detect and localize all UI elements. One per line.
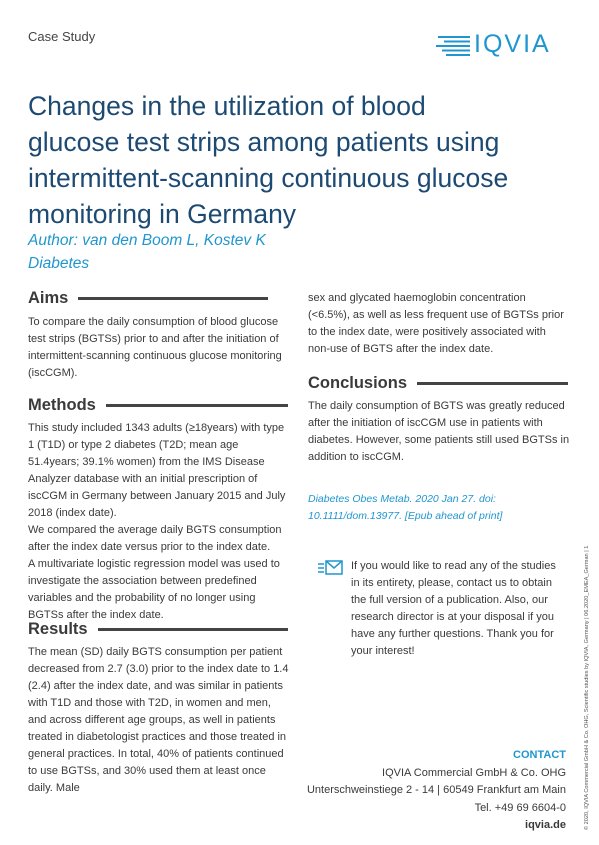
conclusions-text: The daily consumption of BGTS was greatl… xyxy=(308,400,570,463)
logo: IQVIA xyxy=(436,30,551,59)
aims-text: To compare the daily consumption of bloo… xyxy=(28,316,282,379)
title-line: Changes in the utilization of blood xyxy=(28,91,426,121)
title: Changes in the utilization of blood gluc… xyxy=(28,88,508,232)
mail-icon xyxy=(318,560,343,575)
byline: Author: van den Boom L, Kostev K Diabete… xyxy=(28,229,266,275)
heading-rule xyxy=(105,404,288,407)
section-heading: Conclusions xyxy=(308,374,568,393)
request-text: If you would like to read any of the stu… xyxy=(351,560,556,657)
contact-line: Unterschweinstiege 2 - 14 | 60549 Frankf… xyxy=(306,784,566,796)
paragraph: This study included 1343 adults (≥18year… xyxy=(28,422,286,519)
doc-label: Case Study xyxy=(28,29,96,44)
logo-text: IQVIA xyxy=(474,30,551,58)
logo-stripes xyxy=(436,35,470,56)
footer-note: © 2020, IQVIA Commercial GmbH & Co. OHG,… xyxy=(584,545,590,830)
heading-rule xyxy=(78,297,268,300)
title-line: monitoring in Germany xyxy=(28,199,297,229)
heading-text: Methods xyxy=(28,396,96,414)
title-line: intermittent-scanning continuous glucose xyxy=(28,163,509,193)
heading-text: Conclusions xyxy=(308,374,408,392)
title-line: glucose test strips among patients using xyxy=(28,127,500,157)
contact-line: IQVIA Commercial GmbH & Co. OHG xyxy=(382,766,566,779)
journal: Diabetes xyxy=(28,255,90,272)
contact-heading: CONTACT xyxy=(513,749,566,761)
citation: Diabetes Obes Metab. 2020 Jan 27. doi: 1… xyxy=(308,493,503,522)
methods-text: This study included 1343 adults (≥18year… xyxy=(28,420,290,624)
paragraph: We compared the average daily BGTS consu… xyxy=(28,524,282,553)
heading-rule xyxy=(417,382,568,385)
section-heading: Methods xyxy=(28,396,288,415)
section-heading: Results xyxy=(28,620,288,639)
heading-rule xyxy=(97,628,288,631)
results-text: The mean (SD) daily BGTS consumption per… xyxy=(28,646,289,794)
heading-text: Results xyxy=(28,620,88,638)
contact: CONTACT IQVIA Commercial GmbH & Co. OHG … xyxy=(286,747,566,835)
results-text-cont: sex and glycated haemoglobin concentrati… xyxy=(308,292,564,355)
website[interactable]: iqvia.de xyxy=(525,819,566,831)
paragraph: A multivariate logistic regression model… xyxy=(28,558,280,621)
contact-line: Tel. +49 69 6604-0 xyxy=(474,801,566,814)
author: Author: van den Boom L, Kostev K xyxy=(28,232,266,249)
section-heading: Aims xyxy=(28,289,268,308)
heading-text: Aims xyxy=(28,289,69,307)
